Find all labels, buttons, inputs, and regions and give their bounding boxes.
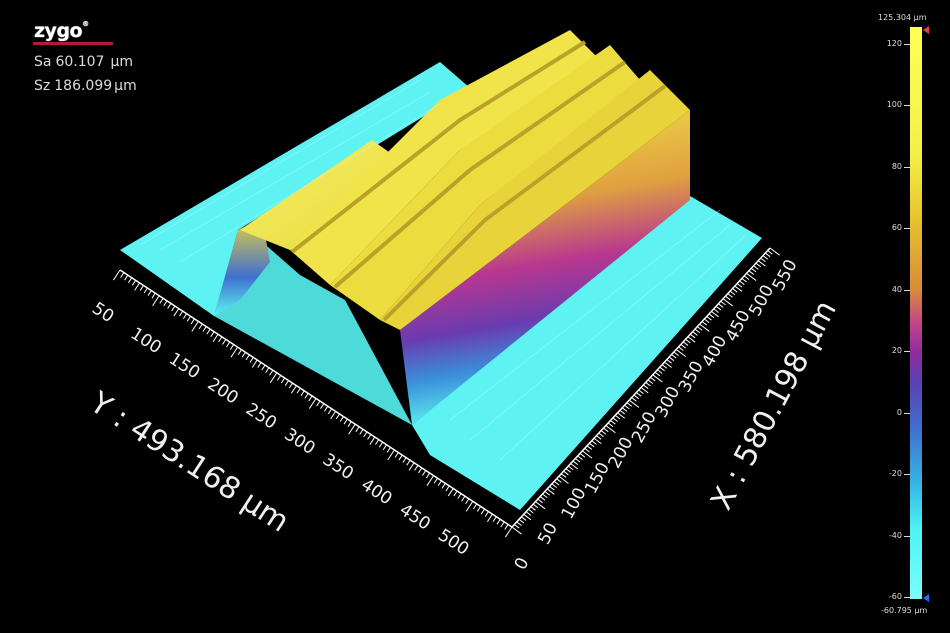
colorbar-max-marker[interactable]: [923, 26, 929, 34]
base-surface-left: [120, 62, 470, 316]
colorbar-tick-mark: [904, 351, 910, 353]
stat-sa: Sa 60.107 µm: [34, 54, 134, 70]
colorbar-tick-label: -20: [888, 469, 902, 479]
colorbar-tick-label: 80: [891, 161, 902, 171]
colorbar-tick-label: 20: [891, 346, 902, 356]
y-tick-label: 200: [204, 374, 242, 408]
colorbar-tick-mark: [904, 289, 910, 291]
colorbar-tick-label: 0: [896, 407, 902, 417]
y-tick-label: 300: [280, 425, 318, 459]
colorbar-min-marker[interactable]: [923, 594, 929, 602]
ridge-front-wall: [400, 110, 690, 425]
y-tick-label: 150: [165, 349, 203, 383]
y-tick-label: 100: [127, 324, 165, 358]
stat-sz: Sz 186.099 µm: [34, 78, 137, 94]
ridge-top-4: [380, 70, 690, 330]
y-tick-label: 450: [396, 500, 434, 534]
colorbar-tick-label: 100: [886, 100, 902, 110]
colorbar-tick-mark: [904, 474, 910, 476]
y-tick-label: 350: [319, 450, 357, 484]
colorbar-tick-mark: [904, 597, 910, 598]
ridge-top-2: [290, 30, 600, 285]
ridge-top-3: [330, 45, 640, 320]
colorbar-tick-mark: [904, 44, 910, 45]
base-surface-right: [412, 196, 762, 510]
ridge-top-1: [240, 140, 400, 250]
x-tick-label: 50: [534, 519, 562, 547]
groove-1: [290, 40, 587, 254]
height-colorbar: [910, 27, 922, 599]
groove-3: [382, 84, 667, 322]
colorbar-tick-mark: [904, 166, 910, 168]
base-surface-mid: [214, 230, 412, 425]
y-axis-ruler: [112, 269, 513, 538]
x-tick-label: 0: [511, 554, 534, 573]
colorbar-tick-mark: [904, 105, 910, 107]
y-tick-label: 400: [357, 475, 395, 509]
colorbar-tick-label: 60: [891, 223, 902, 233]
colorbar-max-label: 125.304 µm: [878, 13, 927, 22]
colorbar-tick-mark: [904, 535, 910, 537]
groove-2: [333, 60, 627, 289]
logo-underline: [33, 42, 113, 45]
colorbar-tick-label: -60: [888, 592, 902, 601]
colorbar-tick-label: 120: [886, 39, 902, 48]
y-tick-label: 50: [88, 299, 117, 328]
y-tick-label: 250: [242, 399, 280, 433]
zygo-logo: zygo®: [34, 20, 89, 42]
y-tick-label: 500: [434, 525, 472, 559]
x-tick-label: 550: [769, 256, 802, 294]
colorbar-tick-label: 40: [891, 284, 902, 294]
colorbar-tick-mark: [904, 228, 910, 230]
surface-texture: [139, 79, 746, 461]
colorbar-min-label: -60.795 µm: [881, 606, 928, 615]
ridge-left-wall: [214, 218, 270, 316]
colorbar-tick-mark: [904, 412, 910, 414]
colorbar-tick-label: -40: [888, 530, 902, 540]
x-axis-ruler: [511, 247, 780, 535]
